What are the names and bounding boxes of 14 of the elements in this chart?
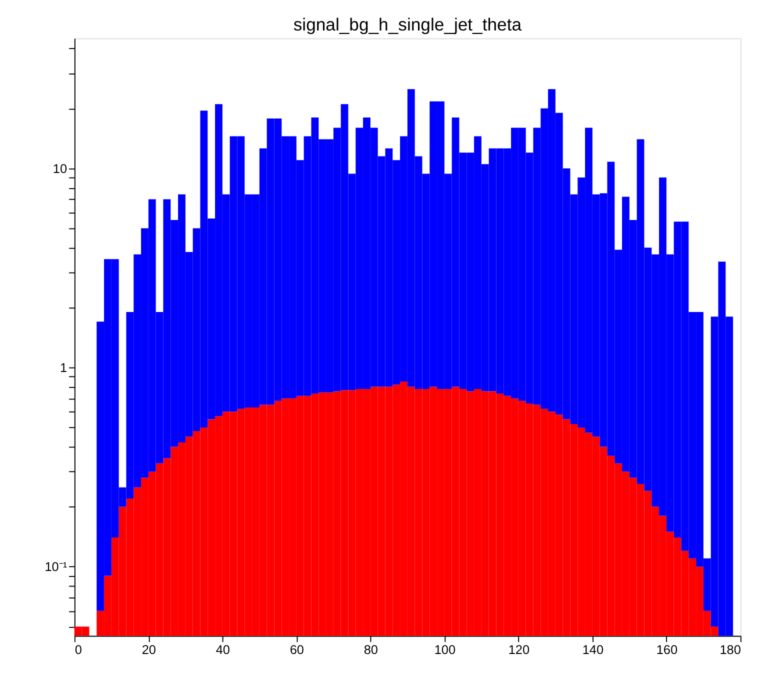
x-tick-label: 140 bbox=[582, 642, 604, 657]
x-tick-label: 0 bbox=[74, 642, 82, 657]
x-tick-label: 180 bbox=[720, 642, 741, 657]
y-tick-label: 1 bbox=[60, 360, 68, 375]
x-tick-label: 100 bbox=[434, 642, 456, 657]
y-tick-label: 10 bbox=[52, 160, 68, 176]
x-tick-label: 120 bbox=[508, 642, 530, 657]
chart-title: signal_bg_h_single_jet_theta bbox=[293, 14, 522, 34]
x-tick-label: 160 bbox=[656, 642, 678, 657]
x-tick-label: 20 bbox=[142, 642, 156, 657]
x-tick-label: 80 bbox=[364, 642, 378, 657]
x-tick-label: 60 bbox=[290, 642, 304, 657]
x-tick-label: 40 bbox=[216, 642, 230, 657]
y-tick-label: 10⁻¹ bbox=[44, 559, 68, 574]
